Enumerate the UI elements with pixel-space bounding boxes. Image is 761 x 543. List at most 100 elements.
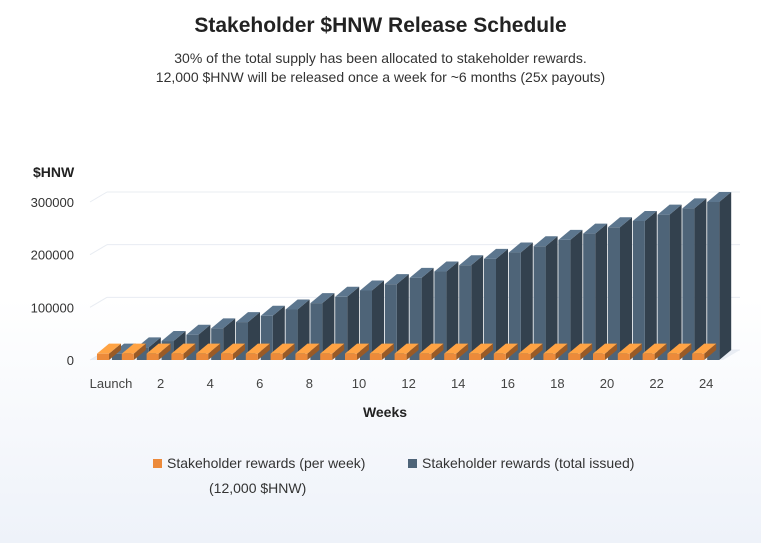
bar-per-week-front xyxy=(146,353,159,360)
bar-total-issued-top xyxy=(508,242,533,253)
bar-per-week xyxy=(493,343,518,360)
bar-per-week-side xyxy=(456,343,469,360)
bar-total-issued-top xyxy=(533,236,558,247)
bar-total-issued-top xyxy=(335,286,360,297)
bar-total-issued-top xyxy=(310,293,335,304)
y-tick-label: 200000 xyxy=(31,248,74,263)
bar-total-issued-side xyxy=(644,210,657,360)
bar-total-issued xyxy=(384,274,409,360)
bar-total-issued-top xyxy=(657,204,682,215)
bar-per-week xyxy=(369,343,394,360)
x-tick-label: 4 xyxy=(207,376,214,391)
bar-per-week xyxy=(667,343,692,360)
bar-per-week xyxy=(419,343,444,360)
chart-subtitle-line-2: 12,000 $HNW will be released once a week… xyxy=(155,69,606,85)
bar-per-week-side xyxy=(555,343,568,360)
bar-total-issued-front xyxy=(434,271,447,360)
bar-per-week xyxy=(568,343,593,360)
bar-total-issued-top xyxy=(484,248,508,259)
bar-total-issued-top xyxy=(459,255,484,266)
gridline-diagonal xyxy=(89,244,108,256)
bar-per-week xyxy=(171,343,196,360)
bar-total-issued-side xyxy=(694,198,707,360)
bar-total-issued-top xyxy=(409,267,434,278)
x-tick-label: 14 xyxy=(451,376,465,391)
bar-per-week-top xyxy=(295,343,320,354)
bar-per-week-side xyxy=(530,343,543,360)
bar-per-week-top xyxy=(419,343,444,354)
bar-per-week-front xyxy=(568,353,581,360)
bar-per-week-top xyxy=(320,343,345,354)
bar-per-week-front xyxy=(518,353,531,360)
bar-per-week-front xyxy=(493,353,506,360)
bar-per-week-top xyxy=(543,343,568,354)
bar-total-issued-side xyxy=(421,267,434,360)
bar-total-issued-top xyxy=(186,324,211,335)
bar-total-issued-side xyxy=(471,255,484,360)
bar-per-week-side xyxy=(580,343,593,360)
bar-per-week-top xyxy=(593,343,617,354)
bar-total-issued xyxy=(608,217,632,360)
bar-per-week-top xyxy=(667,343,692,354)
x-tick-label: 12 xyxy=(401,376,415,391)
bar-per-week-top xyxy=(146,343,171,354)
bar-per-week-side xyxy=(109,343,121,360)
legend-item-per-week[interactable]: Stakeholder rewards (per week) xyxy=(153,455,365,471)
bar-total-issued-side xyxy=(347,286,360,360)
bar-total-issued-front xyxy=(459,265,472,360)
gridline-diagonal xyxy=(89,191,108,203)
bar-per-week-front xyxy=(593,353,605,360)
bar-total-issued-side xyxy=(322,293,335,360)
bar-per-week-front xyxy=(667,353,680,360)
bar-per-week-side xyxy=(183,343,196,360)
bar-per-week-top xyxy=(97,343,121,354)
bar-per-week xyxy=(692,343,717,360)
legend-swatch-per-week xyxy=(153,459,162,468)
bar-total-issued-front xyxy=(112,353,124,360)
bar-total-issued-side xyxy=(372,280,384,360)
bar-per-week xyxy=(444,343,469,360)
bar-per-week-front xyxy=(617,353,630,360)
bar-per-week xyxy=(146,343,171,360)
bar-per-week-side xyxy=(406,343,419,360)
bar-per-week xyxy=(617,343,642,360)
bar-total-issued-side xyxy=(570,229,583,360)
bar-total-issued-front xyxy=(508,252,521,360)
x-tick-label: 2 xyxy=(157,376,164,391)
x-tick-label: 18 xyxy=(550,376,564,391)
bar-total-issued-front xyxy=(632,220,645,360)
bars xyxy=(97,192,732,360)
x-tick-label: 6 xyxy=(256,376,263,391)
bar-total-issued xyxy=(707,192,732,360)
bar-total-issued-side xyxy=(520,242,533,360)
bar-per-week-top xyxy=(121,343,146,354)
bar-per-week-side xyxy=(133,343,146,360)
x-tick-label: 10 xyxy=(352,376,366,391)
bar-per-week-top xyxy=(518,343,543,354)
bar-total-issued-top xyxy=(285,299,310,310)
x-tick-label: 22 xyxy=(649,376,663,391)
bar-total-issued-top xyxy=(583,223,608,234)
bar-total-issued-side xyxy=(595,223,608,360)
bar-per-week xyxy=(642,343,667,360)
bar-per-week-top xyxy=(171,343,196,354)
bar-total-issued-front xyxy=(657,214,670,360)
bar-per-week xyxy=(97,343,121,360)
bar-per-week-side xyxy=(704,343,717,360)
bar-per-week-top xyxy=(394,343,419,354)
bar-total-issued xyxy=(434,261,459,360)
bar-per-week-top xyxy=(493,343,518,354)
bar-total-issued xyxy=(657,204,682,360)
legend-item-total-issued[interactable]: Stakeholder rewards (total issued) xyxy=(408,455,634,471)
bar-per-week xyxy=(394,343,419,360)
bar-per-week xyxy=(320,343,345,360)
bar-total-issued xyxy=(508,242,533,360)
bar-total-issued-top xyxy=(384,274,409,285)
y-tick-label: 100000 xyxy=(31,300,74,315)
bar-total-issued-side xyxy=(620,217,632,360)
bar-per-week-front xyxy=(419,353,432,360)
bar-per-week-front xyxy=(369,353,382,360)
bar-per-week-front xyxy=(97,353,109,360)
legend-label-total-issued: Stakeholder rewards (total issued) xyxy=(422,455,635,471)
